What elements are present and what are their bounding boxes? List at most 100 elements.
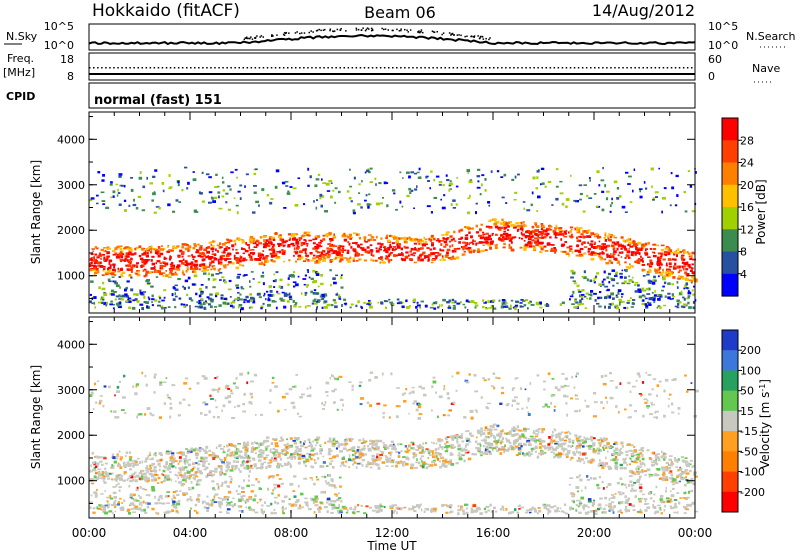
echo-cell	[559, 303, 562, 306]
echo-cell	[185, 480, 187, 483]
echo-cell	[99, 252, 101, 256]
echo-cell	[383, 506, 386, 509]
nsearch-point	[299, 32, 301, 35]
echo-cell	[679, 497, 682, 499]
echo-cell	[590, 232, 595, 236]
echo-cell	[520, 225, 523, 228]
echo-cell	[142, 260, 145, 263]
echo-cell	[672, 295, 676, 298]
echo-cell	[110, 264, 112, 266]
echo-cell	[551, 447, 554, 451]
echo-cell	[580, 303, 584, 305]
echo-cell	[161, 502, 166, 505]
nave-point	[513, 67, 515, 69]
echo-cell	[644, 242, 648, 246]
echo-cell	[643, 498, 648, 500]
echo-cell	[151, 488, 155, 492]
echo-cell	[361, 180, 363, 183]
echo-cell	[446, 237, 450, 240]
echo-cell	[385, 465, 389, 467]
echo-cell	[648, 473, 652, 476]
nave-point	[533, 67, 535, 69]
echo-cell	[498, 238, 503, 241]
echo-cell	[273, 508, 276, 511]
echo-cell	[412, 506, 415, 509]
echo-cell	[239, 298, 243, 301]
echo-cell	[423, 236, 425, 239]
echo-cell	[452, 207, 457, 209]
echo-cell	[405, 299, 408, 303]
echo-cell	[542, 503, 547, 507]
echo-cell	[243, 392, 246, 396]
echo-cell	[426, 247, 430, 249]
echo-cell	[181, 243, 186, 246]
echo-cell	[595, 246, 599, 249]
echo-cell	[574, 227, 577, 231]
echo-cell	[135, 246, 140, 249]
echo-cell	[512, 306, 515, 309]
echo-cell	[417, 258, 421, 262]
echo-cell	[231, 300, 236, 304]
echo-cell	[638, 295, 643, 299]
echo-cell	[374, 376, 378, 379]
nave-point	[101, 67, 103, 69]
power-data	[89, 166, 698, 311]
echo-cell	[627, 299, 631, 302]
echo-cell	[341, 304, 343, 307]
echo-cell	[460, 449, 463, 452]
echo-cell	[674, 268, 677, 270]
echo-cell	[566, 451, 571, 454]
echo-cell	[654, 279, 657, 282]
echo-cell	[306, 231, 311, 234]
echo-cell	[113, 291, 117, 293]
echo-cell	[115, 455, 120, 458]
nsearch-point	[372, 29, 374, 31]
echo-cell	[212, 245, 215, 247]
echo-cell	[310, 465, 313, 468]
echo-cell	[161, 182, 165, 185]
nave-point	[274, 67, 277, 69]
echo-cell	[157, 270, 162, 274]
echo-cell	[583, 184, 587, 186]
echo-cell	[442, 258, 446, 261]
echo-cell	[252, 211, 256, 214]
echo-cell	[249, 280, 251, 283]
echo-cell	[522, 201, 526, 203]
echo-cell	[451, 437, 455, 441]
station-title: Hokkaido (fitACF)	[92, 1, 240, 21]
echo-cell	[275, 232, 278, 235]
echo-cell	[117, 188, 119, 192]
echo-cell	[638, 475, 642, 478]
echo-cell	[312, 299, 316, 303]
echo-cell	[369, 167, 373, 170]
echo-cell	[150, 413, 152, 416]
echo-cell	[158, 250, 161, 254]
echo-cell	[427, 451, 431, 455]
echo-cell	[526, 439, 531, 443]
echo-cell	[388, 252, 392, 256]
echo-cell	[589, 179, 591, 182]
cpid-value: normal (fast) 151	[94, 93, 222, 108]
echo-cell	[587, 241, 589, 244]
echo-cell	[298, 447, 302, 450]
echo-cell	[299, 250, 303, 253]
echo-cell	[658, 506, 661, 509]
echo-cell	[339, 465, 342, 467]
echo-cell	[288, 463, 291, 465]
echo-cell	[389, 243, 392, 247]
echo-cell	[674, 305, 678, 308]
echo-cell	[600, 401, 603, 404]
echo-cell	[602, 508, 606, 511]
echo-cell	[429, 464, 434, 467]
echo-cell	[185, 304, 188, 307]
echo-cell	[518, 508, 521, 510]
echo-cell	[108, 259, 113, 263]
echo-cell	[177, 180, 180, 184]
echo-cell	[622, 239, 626, 243]
echo-cell	[571, 495, 575, 498]
echo-cell	[379, 257, 382, 260]
nave-point	[598, 67, 600, 69]
echo-cell	[330, 512, 334, 514]
echo-cell	[673, 479, 678, 483]
